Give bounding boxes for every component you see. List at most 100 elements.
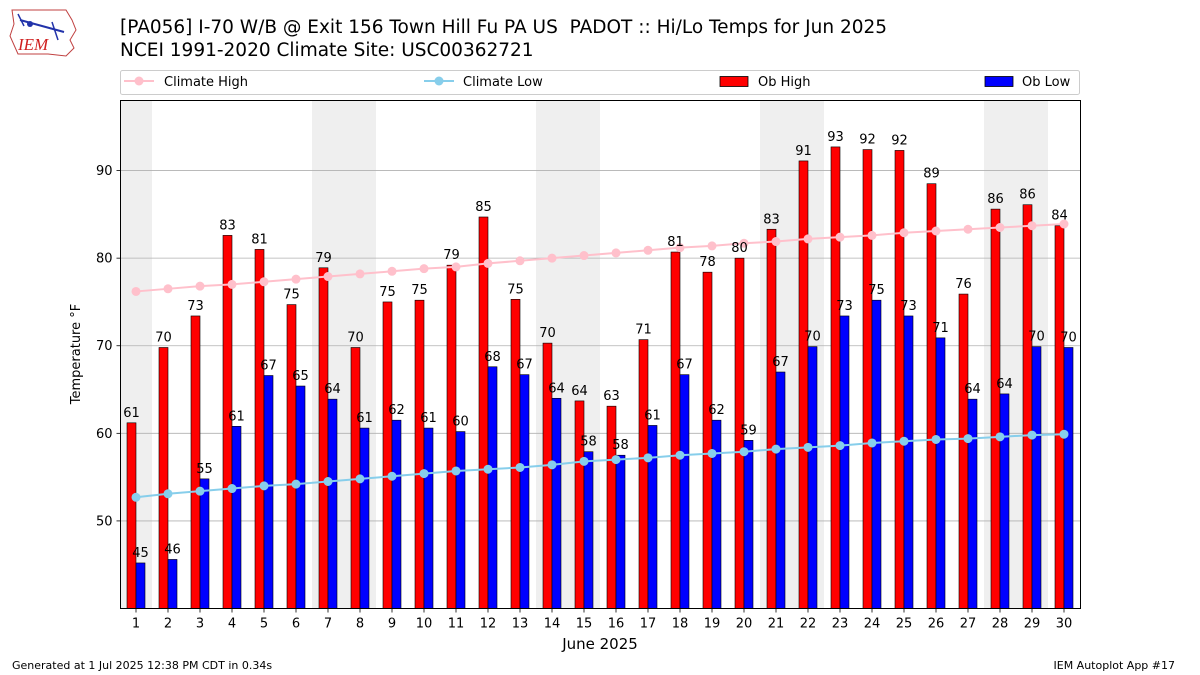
climate-high-point-10 xyxy=(419,264,429,274)
legend-climate-high: Climate High xyxy=(164,75,248,90)
ob-low-value-label: 67 xyxy=(260,359,277,374)
climate-high-point-19 xyxy=(707,241,717,251)
x-tick-label: 9 xyxy=(388,617,396,632)
climate-low-point-16 xyxy=(611,455,621,465)
climate-low-point-30 xyxy=(1059,429,1069,439)
climate-high-point-5 xyxy=(259,277,269,287)
ob-high-value-label: 73 xyxy=(187,299,204,314)
climate-low-point-14 xyxy=(547,460,557,470)
ob-high-value-label: 71 xyxy=(635,323,652,338)
ob-low-bar-23 xyxy=(839,315,850,609)
ob-high-bar-17 xyxy=(638,339,649,609)
x-tick-label: 30 xyxy=(1056,617,1073,632)
climate-low-point-27 xyxy=(963,434,973,444)
climate-high-point-28 xyxy=(995,223,1005,232)
ob-high-bar-16 xyxy=(606,405,617,609)
plot-frame xyxy=(120,100,1081,609)
ob-low-value-label: 64 xyxy=(964,382,981,397)
climate-high-point-17 xyxy=(643,245,653,255)
y-tick-label: 80 xyxy=(96,252,113,267)
climate-high-point-29 xyxy=(1027,221,1037,231)
climate-low-point-5 xyxy=(259,481,269,491)
ob-high-bar-7 xyxy=(318,267,329,609)
x-tick-label: 29 xyxy=(1024,617,1041,632)
x-tick-label: 2 xyxy=(164,617,172,632)
x-tick-label: 4 xyxy=(228,617,236,632)
climate-low-point-21 xyxy=(771,444,781,454)
ob-low-bar-2 xyxy=(167,559,178,609)
climate-low-point-19 xyxy=(707,448,717,458)
climate-high-point-16 xyxy=(611,248,621,258)
ob-low-value-label: 68 xyxy=(484,350,501,365)
legend-climate-high-marker xyxy=(134,76,144,86)
ob-low-value-label: 71 xyxy=(932,321,949,336)
legend: Climate High Climate Low Ob High Ob Low xyxy=(120,70,1080,95)
climate-low-point-28 xyxy=(995,432,1005,442)
x-tick-label: 15 xyxy=(576,617,593,632)
climate-low-line xyxy=(135,433,1065,499)
ob-low-value-label: 67 xyxy=(676,358,693,373)
ob-high-bar-30 xyxy=(1054,225,1065,609)
ob-low-bar-10 xyxy=(423,427,434,609)
ob-high-value-label: 81 xyxy=(667,235,684,250)
climate-low-point-17 xyxy=(643,453,653,463)
svg-text:IEM: IEM xyxy=(17,35,49,54)
climate-high-point-25 xyxy=(899,228,909,238)
ob-high-bar-12 xyxy=(478,216,489,609)
ob-low-bar-24 xyxy=(871,299,882,609)
ob-high-bar-18 xyxy=(670,251,681,609)
climate-high-point-4 xyxy=(227,279,237,289)
legend-ob-high-swatch xyxy=(719,76,749,87)
climate-low-point-25 xyxy=(899,436,909,446)
ob-low-value-label: 70 xyxy=(1060,330,1077,345)
x-tick-label: 22 xyxy=(800,617,817,632)
ob-high-bar-15 xyxy=(574,400,585,609)
app-credit: IEM Autoplot App #17 xyxy=(1053,659,1176,672)
ob-high-value-label: 70 xyxy=(347,330,364,345)
ob-low-bar-9 xyxy=(391,419,402,609)
ob-low-bar-15 xyxy=(583,451,594,609)
climate-high-point-22 xyxy=(803,234,813,244)
y-tick-label: 60 xyxy=(96,427,113,442)
climate-high-point-2 xyxy=(163,284,173,294)
climate-low-point-22 xyxy=(803,442,813,452)
ob-high-value-label: 84 xyxy=(1051,209,1068,224)
climate-high-point-13 xyxy=(515,256,525,266)
x-tick-label: 24 xyxy=(864,617,881,632)
climate-high-point-11 xyxy=(451,262,461,272)
climate-low-point-4 xyxy=(227,484,237,494)
ob-low-bar-25 xyxy=(903,315,914,609)
x-tick-label: 18 xyxy=(672,617,689,632)
ob-low-value-label: 67 xyxy=(516,358,533,373)
ob-low-bar-1 xyxy=(135,562,146,609)
x-tick-label: 19 xyxy=(704,617,721,632)
ob-high-value-label: 75 xyxy=(379,285,396,300)
ob-low-value-label: 58 xyxy=(612,438,629,453)
x-axis-label: June 2025 xyxy=(561,635,638,653)
ob-low-bar-30 xyxy=(1063,347,1074,609)
ob-low-bar-4 xyxy=(231,426,242,609)
climate-high-point-15 xyxy=(579,251,589,261)
climate-high-line xyxy=(135,222,1065,293)
x-tick-label: 27 xyxy=(960,617,977,632)
ob-high-bar-26 xyxy=(926,183,937,609)
ob-low-bar-19 xyxy=(711,419,722,609)
climate-high-point-6 xyxy=(291,274,301,284)
climate-high-point-9 xyxy=(387,266,397,276)
ob-high-value-label: 92 xyxy=(859,133,876,148)
ob-high-bar-29 xyxy=(1022,204,1033,609)
climate-low-point-7 xyxy=(323,477,333,486)
ob-low-value-label: 61 xyxy=(356,411,373,426)
x-tick-label: 25 xyxy=(896,617,913,632)
y-tick-label: 70 xyxy=(96,339,113,354)
ob-low-value-label: 70 xyxy=(1028,330,1045,345)
ob-low-value-label: 64 xyxy=(324,382,341,397)
ob-high-bar-23 xyxy=(830,146,841,609)
ob-high-value-label: 79 xyxy=(443,248,460,263)
x-tick-label: 8 xyxy=(356,617,364,632)
legend-ob-low: Ob Low xyxy=(1022,75,1071,90)
climate-low-point-11 xyxy=(451,466,461,476)
ob-high-bar-21 xyxy=(766,228,777,609)
legend-ob-high: Ob High xyxy=(758,75,811,90)
ob-high-bar-28 xyxy=(990,208,1001,609)
